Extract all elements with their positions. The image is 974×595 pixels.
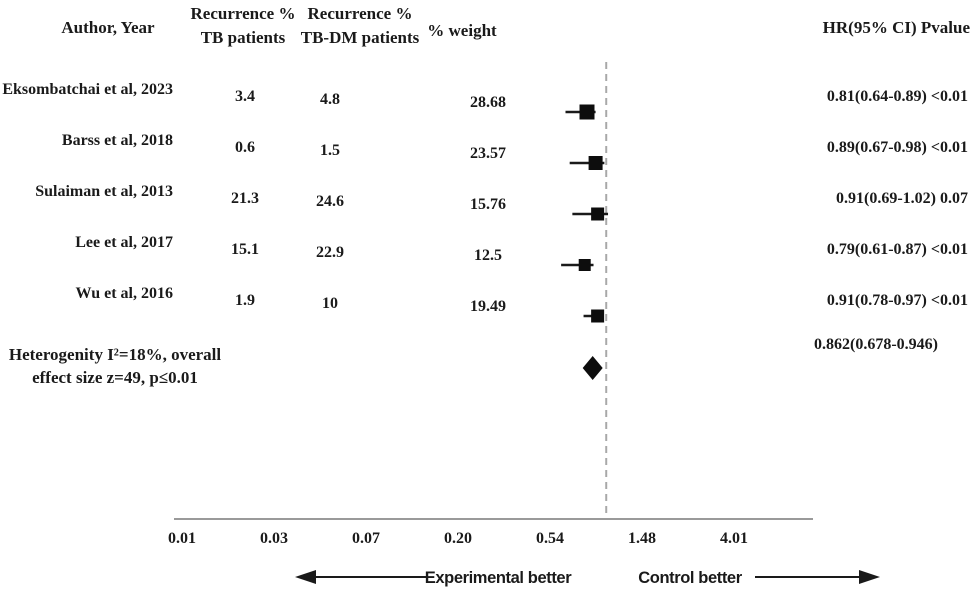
study-weight: 15.76	[470, 196, 506, 213]
study-weight: 23.57	[470, 145, 506, 162]
study-recurrence-tbdm: 22.9	[316, 244, 344, 261]
study-recurrence-tbdm: 4.8	[320, 91, 340, 108]
direction-label-control-better: Control better	[638, 569, 742, 587]
study-marker-square	[588, 156, 603, 170]
summary-hr-ci: 0.862(0.678-0.946)	[814, 336, 938, 353]
study-author: Barss et al, 2018	[61, 132, 173, 149]
study-recurrence-tbdm: 1.5	[320, 142, 340, 159]
column-header-recurrence-tbdm-line2: TB-DM patients	[300, 28, 420, 47]
study-author: Sulaiman et al, 2013	[35, 183, 173, 200]
summary-heterogeneity-line2: effect size z=49, p≤0.01	[32, 368, 198, 387]
control-better-arrowhead-icon	[859, 570, 880, 584]
x-axis-tick-label: 0.54	[536, 530, 564, 547]
study-recurrence-tb: 21.3	[231, 190, 259, 207]
study-author: Wu et al, 2016	[75, 285, 173, 302]
study-recurrence-tbdm: 24.6	[316, 193, 344, 210]
column-header-recurrence-tb-line2: TB patients	[200, 28, 286, 47]
study-recurrence-tb: 15.1	[231, 241, 259, 258]
study-hr-ci-pvalue: 0.89(0.67-0.98) <0.01	[826, 139, 968, 156]
study-weight: 12.5	[474, 247, 502, 264]
column-header-recurrence-tb: Recurrence % TB patients	[183, 2, 303, 50]
x-axis-tick-label: 0.03	[260, 530, 288, 547]
study-recurrence-tb: 3.4	[235, 88, 255, 105]
study-marker-square	[578, 259, 591, 271]
study-weight: 28.68	[470, 94, 506, 111]
study-weight: 19.49	[470, 298, 506, 315]
x-axis-tick-label: 1.48	[628, 530, 656, 547]
summary-diamond	[582, 356, 603, 380]
study-hr-ci-pvalue: 0.91(0.69-1.02) 0.07	[836, 190, 968, 207]
column-header-recurrence-tb-line1: Recurrence %	[190, 4, 296, 23]
column-header-weight: % weight	[427, 21, 497, 40]
study-marker-square	[591, 207, 605, 221]
column-header-recurrence-tbdm: Recurrence % TB-DM patients	[295, 2, 425, 50]
study-recurrence-tbdm: 10	[322, 295, 338, 312]
column-header-hr-ci-pvalue: HR(95% CI) Pvalue	[822, 18, 970, 37]
study-author: Eksombatchai et al, 2023	[2, 81, 173, 98]
experimental-better-arrowhead-icon	[295, 570, 316, 584]
study-recurrence-tb: 0.6	[235, 139, 255, 156]
study-marker-square	[579, 104, 595, 120]
column-header-recurrence-tbdm-line1: Recurrence %	[307, 4, 413, 23]
study-hr-ci-pvalue: 0.81(0.64-0.89) <0.01	[826, 88, 968, 105]
x-axis-tick-label: 0.20	[444, 530, 472, 547]
study-hr-ci-pvalue: 0.79(0.61-0.87) <0.01	[826, 241, 968, 258]
x-axis-tick-label: 0.07	[352, 530, 380, 547]
direction-label-experimental-better: Experimental better	[424, 569, 572, 587]
x-axis-tick-label: 0.01	[168, 530, 196, 547]
x-axis-tick-label: 4.01	[720, 530, 748, 547]
summary-heterogeneity-line1: Heterogenity I²=18%, overall	[8, 345, 222, 364]
study-hr-ci-pvalue: 0.91(0.78-0.97) <0.01	[826, 292, 968, 309]
column-header-author: Author, Year	[61, 18, 155, 37]
study-marker-square	[591, 309, 605, 323]
study-recurrence-tb: 1.9	[235, 292, 255, 309]
study-author: Lee et al, 2017	[75, 234, 173, 251]
